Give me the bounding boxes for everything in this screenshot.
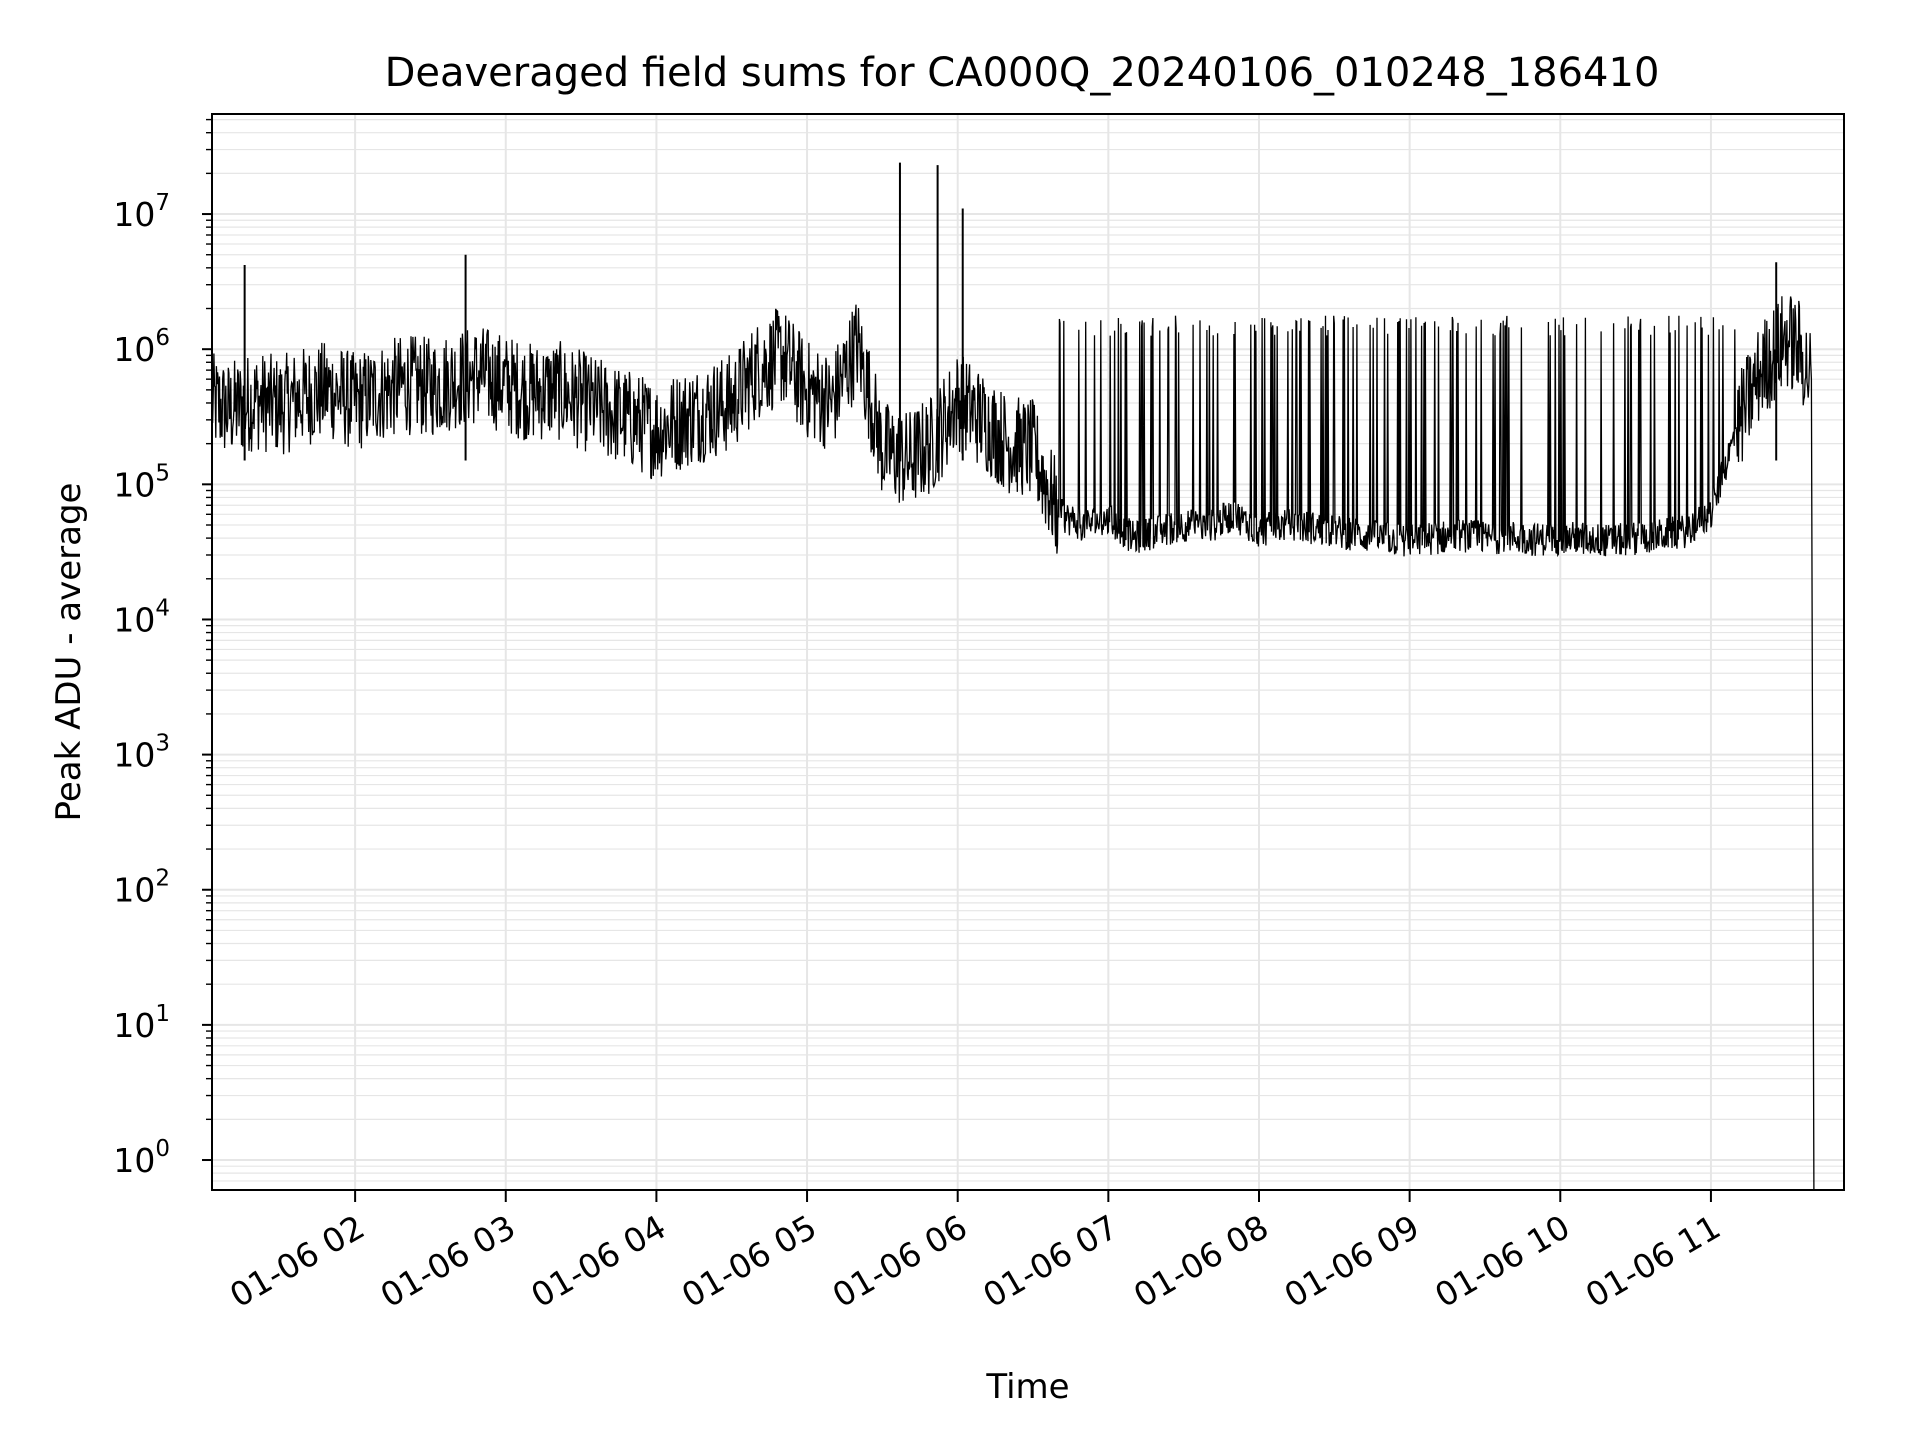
grid xyxy=(212,114,1844,1191)
y-tick-label: 105 xyxy=(113,460,170,504)
x-tick-label: 01-06 09 xyxy=(1278,1207,1426,1315)
y-axis: 100 101 102 103 104 105 106 107 xyxy=(113,118,212,1180)
x-tick-label: 01-06 07 xyxy=(976,1207,1124,1315)
plot-area xyxy=(211,162,1815,1191)
y-tick-label: 101 xyxy=(113,1001,170,1045)
y-tick-label: 103 xyxy=(113,731,170,775)
x-axis-label: Time xyxy=(985,1367,1069,1407)
plot-frame xyxy=(211,113,1845,1191)
x-tick-label: 01-06 11 xyxy=(1579,1207,1727,1315)
y-tick-label: 106 xyxy=(113,325,170,369)
x-tick-label: 01-06 08 xyxy=(1127,1207,1275,1315)
x-tick-label: 01-06 02 xyxy=(223,1207,371,1315)
y-axis-label: Peak ADU - average xyxy=(49,483,89,822)
y-tick-label: 102 xyxy=(113,866,170,910)
x-tick-label: 01-06 03 xyxy=(374,1207,522,1315)
y-tick-label: 100 xyxy=(113,1136,170,1180)
y-tick-label: 107 xyxy=(113,190,170,234)
x-tick-label: 01-06 10 xyxy=(1428,1207,1576,1315)
x-tick-label: 01-06 04 xyxy=(524,1207,672,1315)
x-tick-label: 01-06 06 xyxy=(826,1207,974,1315)
x-tick-label: 01-06 05 xyxy=(675,1207,823,1315)
y-tick-label: 104 xyxy=(113,595,170,639)
series-line xyxy=(211,296,1815,1191)
chart-title: Deaveraged field sums for CA000Q_2024010… xyxy=(385,50,1660,96)
x-axis: 01-06 02 01-06 03 01-06 04 01-06 05 01-06 06… xyxy=(223,1190,1727,1315)
